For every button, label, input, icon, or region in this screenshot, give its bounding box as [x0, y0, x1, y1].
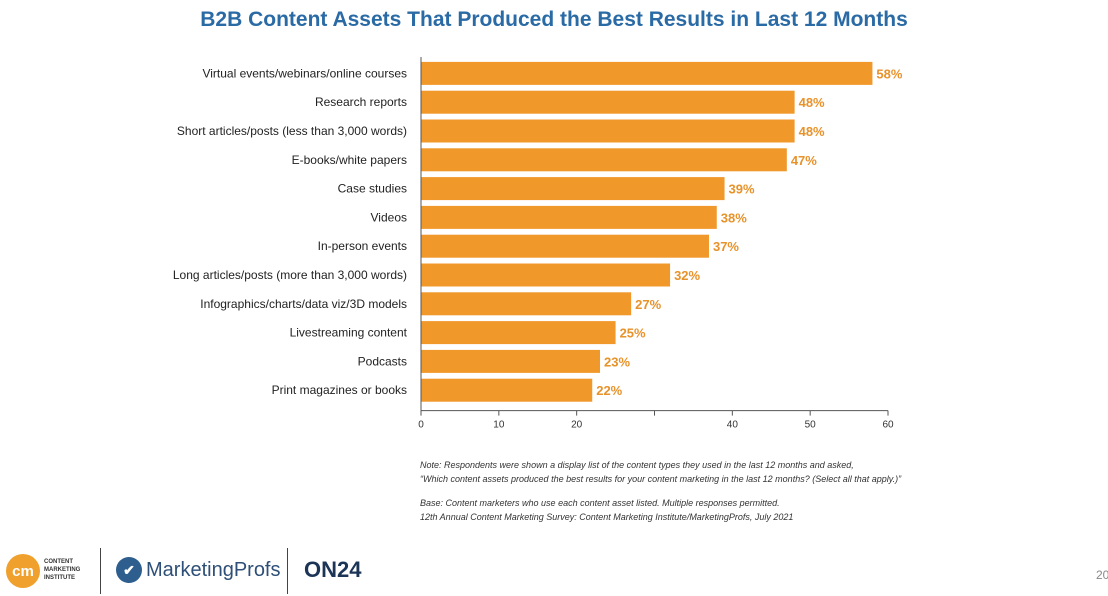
note-line-1: Note: Respondents were shown a display l…: [420, 460, 854, 470]
category-label: Infographics/charts/data viz/3D models: [200, 297, 407, 311]
x-tick-label: 0: [418, 420, 424, 431]
value-label: 48%: [799, 124, 825, 139]
footer-logos: cm CONTENT MARKETING INSTITUTE ✔ Marketi…: [0, 540, 420, 596]
marketingprofs-logo-icon: ✔: [116, 557, 142, 583]
on24-logo: ON24: [304, 557, 362, 582]
note-line-2: “Which content assets produced the best …: [420, 474, 902, 484]
bar-chart: Virtual events/webinars/online courses 58…: [173, 57, 903, 431]
category-label: In-person events: [318, 239, 407, 253]
category-label: Podcasts: [358, 354, 407, 368]
category-label: Short articles/posts (less than 3,000 wo…: [177, 124, 407, 138]
value-label: 39%: [729, 182, 755, 197]
bar: [421, 205, 717, 229]
value-label: 38%: [721, 210, 747, 225]
value-label: 48%: [799, 95, 825, 110]
value-label: 47%: [791, 153, 817, 168]
cmi-logo: cm CONTENT MARKETING INSTITUTE: [6, 552, 96, 588]
cmi-line-3: INSTITUTE: [44, 575, 75, 581]
value-label: 58%: [876, 66, 902, 81]
cmi-line-2: MARKETING: [44, 567, 81, 573]
bar: [421, 292, 632, 316]
category-label: Livestreaming content: [290, 326, 408, 340]
base-line: Base: Content marketers who use each con…: [420, 498, 780, 508]
x-tick-label: 10: [493, 420, 505, 431]
marketingprofs-logo-text: MarketingProfs: [146, 559, 281, 581]
value-label: 25%: [620, 326, 646, 341]
category-label: Research reports: [315, 95, 407, 109]
category-label: Virtual events/webinars/online courses: [202, 66, 407, 80]
x-tick-label: 40: [727, 420, 739, 431]
chart-notes: Note: Respondents were shown a display l…: [420, 458, 1020, 524]
x-tick-label: 60: [882, 420, 894, 431]
value-label: 27%: [635, 297, 661, 312]
value-label: 37%: [713, 239, 739, 254]
bar: [421, 90, 795, 114]
value-label: 22%: [596, 383, 622, 398]
bar: [421, 119, 795, 143]
bar: [421, 378, 593, 402]
source-line: 12th Annual Content Marketing Survey: Co…: [420, 512, 794, 522]
logo-divider: [100, 548, 101, 594]
bar: [421, 148, 787, 172]
category-label: Print magazines or books: [272, 383, 407, 397]
bar: [421, 234, 709, 258]
bar: [421, 321, 616, 345]
category-label: Case studies: [338, 182, 407, 196]
category-label: Long articles/posts (more than 3,000 wor…: [173, 268, 407, 282]
logo-divider: [287, 548, 288, 594]
category-label: E-books/white papers: [292, 153, 407, 167]
x-tick-label: 20: [571, 420, 583, 431]
chart-title: B2B Content Assets That Produced the Bes…: [200, 8, 908, 31]
bar: [421, 61, 873, 85]
x-tick-label: 50: [805, 420, 817, 431]
cmi-line-1: CONTENT: [44, 559, 73, 565]
bar: [421, 177, 725, 201]
page-number: 20: [1096, 568, 1108, 582]
cmi-logo-icon: cm: [6, 554, 40, 588]
category-label: Videos: [371, 210, 407, 224]
bar: [421, 263, 671, 287]
value-label: 32%: [674, 268, 700, 283]
value-label: 23%: [604, 354, 630, 369]
cmi-logo-text: CONTENT MARKETING INSTITUTE: [44, 558, 80, 582]
bar: [421, 349, 601, 373]
